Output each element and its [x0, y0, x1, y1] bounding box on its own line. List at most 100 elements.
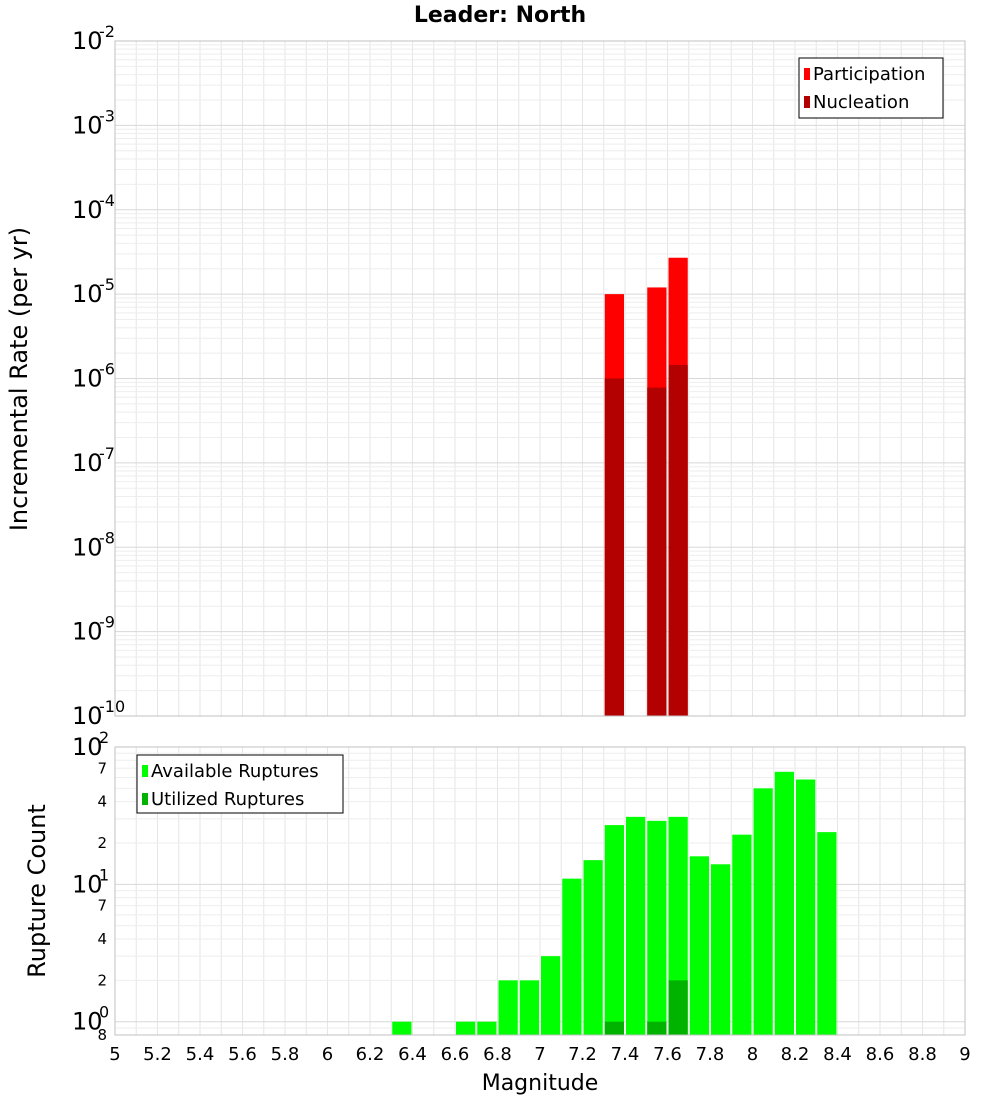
- bar-available-ruptures: [796, 779, 816, 1035]
- bar-available-ruptures: [392, 1021, 412, 1035]
- bar-available-ruptures: [604, 825, 624, 1035]
- x-tick-label: 8.8: [908, 1044, 937, 1065]
- y-tick-base: 10: [72, 280, 103, 308]
- y-tick-minor-label: 8: [97, 1026, 107, 1044]
- x-tick-label: 7.2: [568, 1044, 597, 1065]
- y-tick-label: 102: [72, 728, 109, 761]
- bar-nucleation: [604, 378, 624, 716]
- bar-available-ruptures: [498, 980, 518, 1035]
- bar-available-ruptures: [626, 816, 646, 1035]
- bar-available-ruptures: [817, 832, 837, 1035]
- bottom-y-axis-label: Rupture Count: [23, 804, 51, 978]
- bar-utilized-ruptures: [604, 1021, 624, 1035]
- x-tick-label: 6: [322, 1044, 333, 1065]
- top-y-axis-label: Incremental Rate (per yr): [5, 227, 33, 531]
- y-tick-minor-label: 4: [97, 793, 107, 811]
- legend-label: Nucleation: [813, 92, 909, 113]
- y-tick-exponent: -3: [99, 106, 115, 125]
- x-tick-label: 6.4: [398, 1044, 427, 1065]
- top-plot-frame: [114, 40, 966, 717]
- y-tick-label: 10-8: [72, 528, 115, 561]
- bar-available-ruptures: [732, 834, 752, 1035]
- bar-available-ruptures: [541, 956, 561, 1035]
- y-tick-minor-label: 2: [97, 834, 107, 852]
- x-tick-label: 7.4: [611, 1044, 640, 1065]
- y-tick-exponent: -2: [99, 22, 115, 41]
- y-tick-base: 10: [72, 533, 103, 561]
- y-tick-base: 10: [72, 733, 103, 761]
- y-tick-exponent: -4: [99, 191, 115, 210]
- legend-swatch: [142, 765, 148, 777]
- top-bars: [604, 257, 688, 716]
- y-tick-label: 10-7: [72, 444, 115, 477]
- bottom-legend: Available Ruptures Utilized Ruptures: [136, 754, 344, 814]
- y-tick-exponent: 2: [99, 728, 109, 747]
- y-tick-base: 10: [72, 870, 103, 898]
- bottom-bars: [392, 771, 837, 1035]
- bar-available-ruptures: [519, 980, 539, 1035]
- legend-swatch: [142, 793, 148, 805]
- y-tick-exponent: 1: [99, 865, 109, 884]
- bottom-x-ticks: 5 5.2 5.4 5.6 5.8 6 6.2 6.4 6.6 6.8 7 7.2 7.4 7.6 7.8 8…: [109, 1044, 970, 1065]
- y-tick-label: 101: [72, 865, 109, 898]
- x-tick-label: 5.4: [186, 1044, 215, 1065]
- bar-available-ruptures: [711, 864, 731, 1035]
- bar-available-ruptures: [477, 1021, 497, 1035]
- x-tick-label: 8.4: [823, 1044, 852, 1065]
- bar-nucleation: [668, 364, 688, 716]
- x-tick-label: 6.2: [356, 1044, 385, 1065]
- top-chart: Leader: North 10-1010-910-810-710-610-51…: [5, 3, 966, 730]
- y-tick-base: 10: [72, 702, 103, 730]
- x-tick-label: 5.6: [228, 1044, 257, 1065]
- legend-box: [798, 57, 944, 119]
- y-tick-minor-label: 7: [97, 897, 107, 915]
- bar-available-ruptures: [774, 771, 794, 1035]
- bar-utilized-ruptures: [668, 980, 688, 1035]
- y-tick-exponent: -6: [99, 360, 115, 379]
- x-tick-label: 8.6: [866, 1044, 895, 1065]
- bottom-plot-frame: [114, 746, 966, 1036]
- legend-swatch: [804, 68, 810, 80]
- bar-nucleation: [647, 387, 667, 716]
- bar-available-ruptures: [562, 878, 582, 1035]
- x-tick-label: 7: [534, 1044, 545, 1065]
- x-axis-label: Magnitude: [482, 1071, 599, 1096]
- y-tick-base: 10: [72, 449, 103, 477]
- legend-box: [136, 754, 344, 814]
- bar-available-ruptures: [647, 820, 667, 1035]
- legend-swatch: [804, 96, 810, 108]
- x-tick-label: 7.6: [653, 1044, 682, 1065]
- y-tick-exponent: -8: [99, 528, 115, 547]
- x-tick-label: 5.8: [271, 1044, 300, 1065]
- y-tick-label: 10-6: [72, 360, 115, 393]
- top-grid: [114, 40, 966, 717]
- y-tick-label: 10-4: [72, 191, 115, 224]
- y-tick-label: 10-3: [72, 106, 115, 139]
- y-tick-minor-label: 7: [97, 759, 107, 777]
- x-tick-label: 6.8: [483, 1044, 512, 1065]
- x-tick-label: 7.8: [696, 1044, 725, 1065]
- y-tick-base: 10: [72, 618, 103, 646]
- y-tick-base: 10: [72, 365, 103, 393]
- bar-utilized-ruptures: [647, 1021, 667, 1035]
- bar-available-ruptures: [689, 856, 709, 1035]
- x-tick-label: 5: [109, 1044, 120, 1065]
- y-tick-label: 10-5: [72, 275, 115, 308]
- x-tick-label: 8: [747, 1044, 758, 1065]
- bar-available-ruptures: [456, 1021, 476, 1035]
- y-tick-base: 10: [72, 196, 103, 224]
- y-tick-exponent: -10: [99, 697, 125, 716]
- legend-label: Utilized Ruptures: [151, 789, 304, 810]
- legend-label: Available Ruptures: [151, 761, 319, 782]
- y-tick-exponent: 0: [99, 1003, 109, 1022]
- y-tick-exponent: -7: [99, 444, 115, 463]
- y-tick-base: 10: [72, 1008, 103, 1036]
- y-tick-base: 10: [72, 27, 103, 55]
- bar-available-ruptures: [583, 860, 603, 1035]
- y-tick-minor-label: 2: [97, 971, 107, 989]
- x-tick-label: 9: [959, 1044, 970, 1065]
